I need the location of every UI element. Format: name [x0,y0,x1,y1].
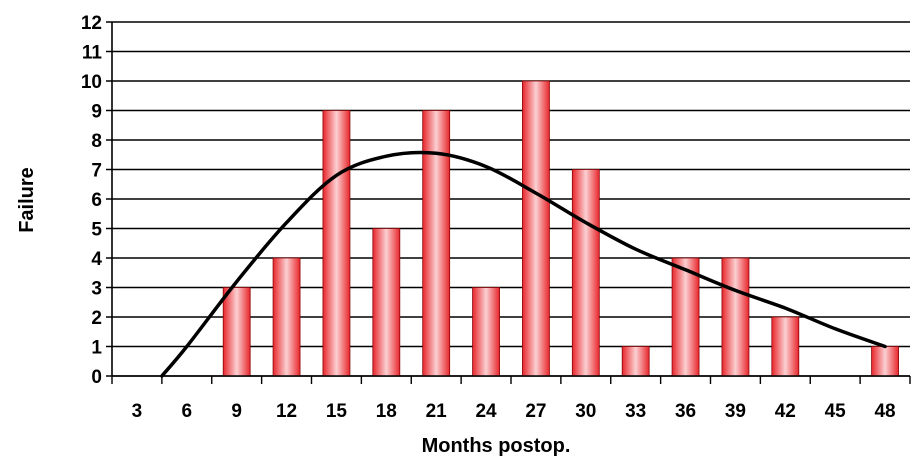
x-tick-label: 30 [575,401,596,422]
y-tick-label: 9 [91,102,102,123]
bar-33 [621,346,650,377]
x-tick-label: 42 [775,401,796,422]
x-tick-label: 21 [426,401,448,422]
y-tick-label: 5 [91,220,102,241]
x-tick-label: 39 [725,401,746,422]
y-tick-label: 2 [91,308,102,329]
x-tick-label: 12 [276,401,297,422]
x-tick-label: 18 [376,401,397,422]
x-tick-label: 9 [231,401,242,422]
x-tick-label: 33 [625,401,646,422]
y-tick-label: 7 [91,161,102,182]
trend-curve-line [160,150,887,378]
bar-15 [322,110,351,377]
x-axis-title: Months postop. [422,435,571,457]
axes [111,22,911,384]
bar-48 [871,346,899,377]
bars [222,80,899,377]
y-tick-label: 4 [91,249,102,270]
y-tick-label: 10 [81,72,102,93]
y-tick-label: 6 [91,190,102,211]
x-tick-label: 45 [825,401,847,422]
y-tick-label: 12 [81,13,102,34]
trend-curve [160,150,887,378]
bar-36 [671,257,700,377]
y-axis-title: Failure [16,167,38,233]
bar-21 [422,110,451,377]
y-tick-label: 11 [82,43,103,64]
x-tick-label: 48 [874,401,895,422]
x-tick-label: 6 [182,401,193,422]
bar-39 [721,257,750,377]
x-tick-label: 15 [326,401,348,422]
x-tick-label: 24 [475,401,497,422]
bar-24 [472,287,500,377]
y-tick-label: 8 [91,131,102,152]
bar-18 [372,228,401,377]
bar-27 [522,80,550,377]
x-tick-label: 36 [675,401,696,422]
y-tick-label: 0 [91,367,102,388]
x-tick-label: 27 [525,401,546,422]
bar-30 [571,169,600,377]
y-tick-label: 1 [91,338,102,359]
bar-9 [222,287,251,377]
bar-12 [272,257,301,377]
x-tick-label: 3 [132,401,143,422]
bar-42 [771,316,800,377]
y-tick-label: 3 [91,279,102,300]
